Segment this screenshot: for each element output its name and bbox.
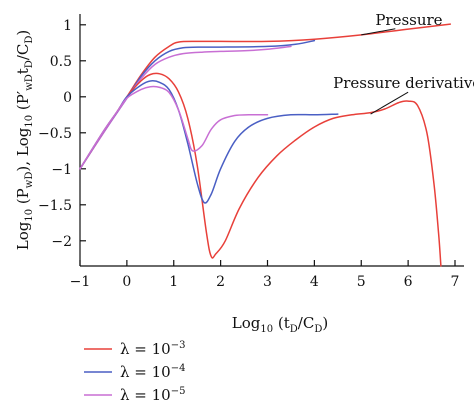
- legend: λ = 10−3 λ = 10−4 λ = 10−5: [84, 340, 185, 404]
- x-tick-label: 6: [404, 274, 413, 290]
- x-tick-label: 1: [169, 274, 178, 290]
- y-tick-label: −0.5: [38, 126, 72, 142]
- x-tick-label: 0: [122, 274, 131, 290]
- y-axis-label: Log10 (PwD), Log10 (P′wDtD/CD): [14, 30, 35, 251]
- series-line-derivative-4: [79, 72, 442, 267]
- y-tick-label: 0: [63, 90, 72, 106]
- annotation-label-2: Pressure derivative: [333, 74, 474, 92]
- legend-label-3: λ = 10−5: [120, 386, 185, 404]
- annotation-label-1: Pressure: [375, 11, 442, 29]
- x-tick-label: 3: [263, 274, 272, 290]
- x-tick-label: 7: [451, 274, 460, 290]
- legend-label-2: λ = 10−4: [120, 363, 185, 381]
- y-tick-label: −2: [51, 234, 72, 250]
- y-tick-label: 1: [63, 18, 72, 34]
- series-line-derivative-6: [79, 85, 269, 170]
- x-tick-label: 4: [310, 274, 319, 290]
- legend-item-3: λ = 10−5: [84, 386, 185, 404]
- legend-label-1: λ = 10−3: [120, 340, 185, 358]
- x-ticks: −1 0 1 2 3 4 5 6 7: [70, 260, 460, 290]
- x-tick-label: 5: [357, 274, 366, 290]
- y-tick-label: 0.5: [50, 54, 72, 70]
- y-tick-label: −1: [51, 162, 72, 178]
- annotation-leader-1: [361, 28, 396, 36]
- annotation-leader-2: [370, 91, 409, 115]
- y-tick-label: −1.5: [38, 198, 72, 214]
- x-tick-label: −1: [70, 274, 91, 290]
- legend-item-1: λ = 10−3: [84, 340, 185, 358]
- legend-item-2: λ = 10−4: [84, 363, 185, 381]
- series-layer: [79, 23, 452, 267]
- series-line-derivative-5: [79, 80, 339, 204]
- y-ticks: 1 0.5 0 −0.5 −1 −1.5 −2: [38, 18, 86, 250]
- x-axis-label: Log10 (tD/CD): [232, 314, 328, 335]
- x-tick-label: 2: [216, 274, 225, 290]
- annotation-layer: Pressure Pressure derivative: [333, 11, 474, 115]
